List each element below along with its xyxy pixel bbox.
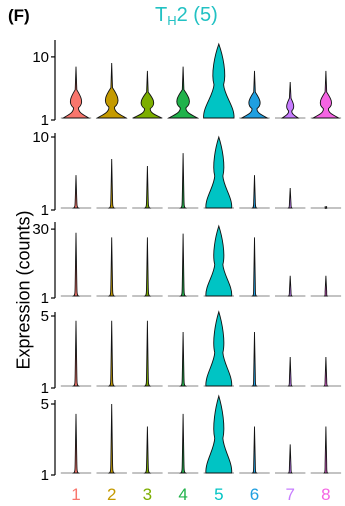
y-tick-label: 10	[32, 129, 49, 146]
violin-cluster-5	[203, 42, 235, 119]
violin-cluster-7	[287, 444, 293, 474]
y-tick-label: 10	[32, 49, 49, 66]
violin-cluster-3	[143, 426, 152, 474]
x-tick-label-7: 7	[285, 485, 294, 504]
violin-cluster-8	[311, 70, 341, 119]
violin-cluster-3	[143, 320, 152, 387]
x-tick-label-2: 2	[107, 485, 116, 504]
violin-cluster-1	[71, 232, 81, 297]
violin-cluster-5	[205, 310, 233, 387]
violin-cluster-1	[61, 66, 91, 119]
violin-cluster-3	[143, 237, 152, 297]
violin-cluster-2	[107, 158, 116, 209]
y-tick-label: 1	[41, 380, 49, 397]
x-tick-label-1: 1	[71, 485, 80, 504]
violin-cluster-1	[71, 320, 81, 387]
y-tick-label: 1	[41, 467, 49, 484]
title-rest: 2 (5)	[176, 4, 218, 26]
violin-cluster-3	[132, 70, 163, 119]
violin-cluster-6	[240, 70, 269, 119]
y-tick-label: 1	[41, 290, 49, 307]
y-tick-label: 1	[41, 202, 49, 219]
title-main: T	[155, 4, 168, 26]
violin-cluster-4	[179, 331, 188, 387]
violin-cluster-5	[205, 394, 233, 474]
violin-cluster-8	[323, 356, 329, 387]
violin-cluster-6	[251, 426, 258, 474]
violin-cluster-7	[287, 356, 293, 387]
violin-cluster-7	[280, 81, 300, 119]
y-tick-label: 5	[41, 396, 49, 413]
violin-cluster-1	[71, 413, 81, 474]
chart-title: TH2 (5)	[155, 4, 218, 28]
y-tick-label: 5	[41, 308, 49, 325]
x-tick-label-8: 8	[321, 485, 330, 504]
x-tick-label-4: 4	[178, 485, 187, 504]
violin-cluster-4	[179, 233, 188, 297]
violin-cluster-6	[251, 331, 258, 387]
violin-cluster-2	[107, 237, 116, 297]
violin-cluster-5	[205, 135, 233, 209]
violin-cluster-7	[287, 275, 293, 297]
violin-cluster-1	[71, 175, 81, 209]
violin-cluster-2	[107, 403, 116, 474]
y-tick-label: 30	[32, 221, 49, 238]
x-tick-label-5: 5	[214, 485, 223, 504]
violin-cluster-2	[95, 62, 128, 119]
violin-cluster-4	[179, 153, 188, 209]
title-subscript: H	[167, 13, 177, 28]
violin-cluster-3	[143, 166, 152, 209]
y-tick-label: 1	[41, 112, 49, 129]
violin-cluster-7	[287, 188, 293, 209]
violin-cluster-6	[251, 175, 258, 209]
violin-cluster-4	[179, 413, 188, 474]
violin-cluster-8	[323, 426, 329, 474]
violin-cluster-2	[107, 320, 116, 387]
violin-cluster-8	[323, 275, 329, 297]
violin-cluster-6	[251, 237, 258, 297]
violin-cluster-5	[205, 224, 233, 297]
x-tick-label-6: 6	[250, 485, 259, 504]
x-tick-label-3: 3	[143, 485, 152, 504]
panel-label: (F)	[8, 6, 30, 25]
violin-cluster-4	[167, 66, 200, 119]
